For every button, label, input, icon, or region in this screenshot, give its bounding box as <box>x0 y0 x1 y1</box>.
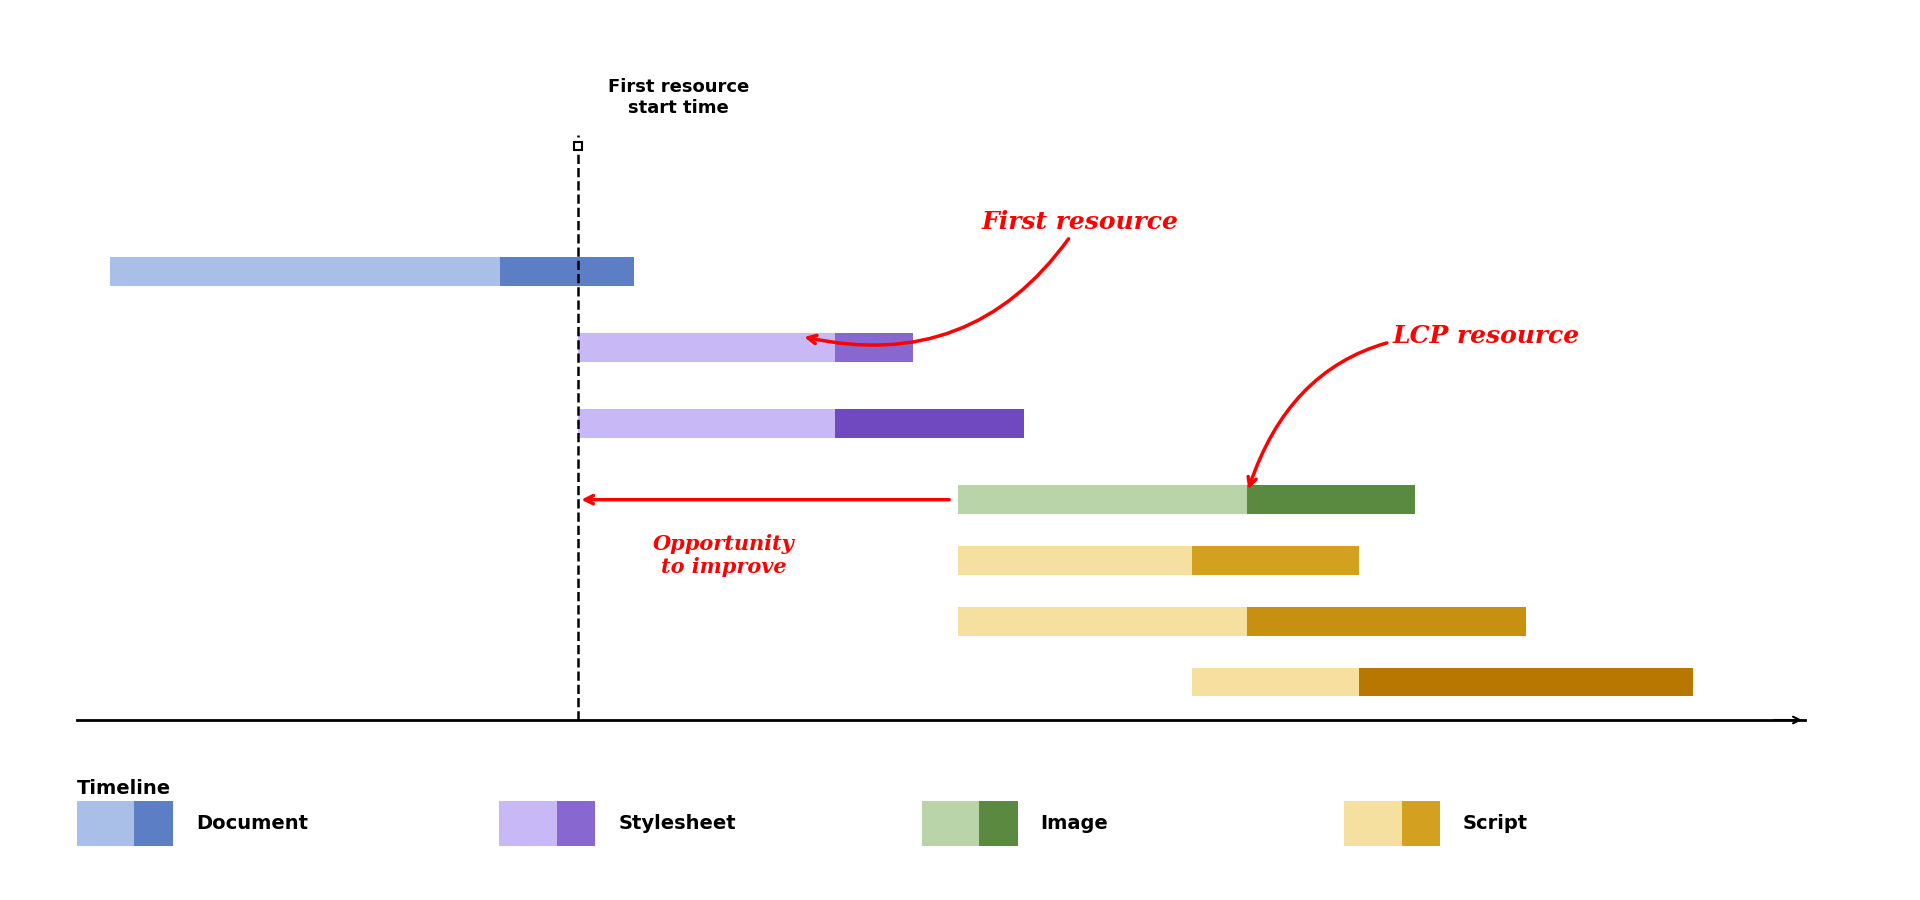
Bar <box>77 801 134 846</box>
Bar <box>134 801 173 846</box>
Text: Timeline: Timeline <box>77 778 171 797</box>
Text: Image: Image <box>1041 814 1108 833</box>
Text: Script: Script <box>1463 814 1528 833</box>
Text: Document: Document <box>196 814 307 833</box>
Text: LCP resource: LCP resource <box>1248 324 1580 486</box>
Bar <box>499 801 557 846</box>
Bar <box>1402 801 1440 846</box>
Text: First resource: First resource <box>808 210 1179 346</box>
Text: Stylesheet: Stylesheet <box>618 814 735 833</box>
Bar <box>922 801 979 846</box>
Bar <box>979 801 1018 846</box>
Text: First resource
start time: First resource start time <box>609 78 749 117</box>
Text: Opportunity
to improve: Opportunity to improve <box>653 534 795 577</box>
Bar <box>1344 801 1402 846</box>
Bar <box>557 801 595 846</box>
